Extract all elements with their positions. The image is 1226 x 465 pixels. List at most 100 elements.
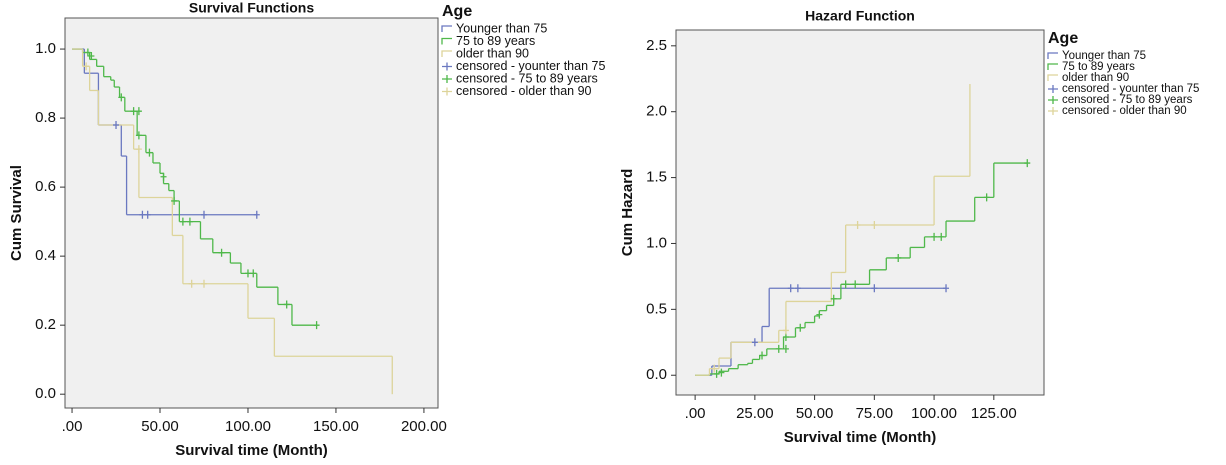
censor-mark [938, 232, 945, 241]
chart: Survival Functions Survival time (Month) C… [8, 0, 605, 459]
x-tick-label: .00 [685, 405, 706, 422]
y-tick-label: 2.0 [646, 103, 667, 120]
legend-symbol [442, 75, 452, 83]
censor-mark [983, 193, 990, 202]
legend-label: 75 to 89 years [456, 34, 535, 48]
legend-title: Age [1048, 30, 1078, 47]
legend-symbol [1048, 107, 1058, 115]
y-tick-label: 1.0 [646, 234, 667, 251]
x-axis-title: Survival time (Month) [175, 442, 328, 459]
series [711, 221, 878, 373]
censor-mark [787, 284, 794, 293]
censor-mark [1024, 159, 1031, 168]
censor-mark [718, 368, 725, 377]
censor-mark [782, 344, 789, 353]
series [751, 284, 950, 347]
censor-mark [751, 338, 758, 347]
y-tick-label: 0.0 [35, 385, 56, 402]
censor-mark [313, 321, 320, 330]
x-tick-label: 125.00 [971, 405, 1017, 422]
censor-mark [179, 217, 186, 226]
censor-mark [146, 148, 153, 157]
censor-mark [135, 107, 142, 116]
censor-mark [186, 217, 193, 226]
censor-mark [871, 221, 878, 230]
x-tick-label: 75.00 [856, 405, 894, 422]
y-tick-label: 0.8 [35, 109, 56, 126]
legend-label: censored - younter than 75 [456, 59, 605, 73]
x-tick-label: 200.00 [401, 418, 447, 435]
censor-mark [135, 131, 142, 140]
legend-symbol [441, 50, 452, 57]
x-tick-label: .00 [62, 418, 83, 435]
censor-mark [130, 107, 137, 116]
censor-mark [775, 344, 782, 353]
legend-label: censored - older than 90 [1062, 105, 1187, 117]
censor-mark [144, 210, 151, 219]
censor-mark [244, 269, 251, 278]
legend-symbol [1047, 52, 1058, 59]
y-axis-title: Cum Hazard [619, 169, 636, 257]
series [84, 48, 320, 330]
series [83, 62, 207, 288]
legend-label: censored - older than 90 [456, 84, 592, 98]
censor-mark [188, 279, 195, 288]
censor-mark [931, 232, 938, 241]
censor-mark [118, 93, 125, 102]
plot-area [675, 29, 1045, 396]
legend-symbol [1047, 63, 1058, 70]
series [113, 120, 260, 219]
legend-label: 75 to 89 years [1062, 61, 1135, 73]
censor-mark [218, 248, 225, 257]
censor-mark [160, 172, 167, 181]
legend-symbol [1047, 74, 1058, 81]
censor-mark [250, 269, 257, 278]
legend-symbol [442, 87, 452, 96]
y-axis-title: Cum Survival [8, 165, 25, 261]
censor-mark [830, 294, 837, 303]
censor-mark [88, 51, 95, 60]
legend-symbol [441, 25, 452, 32]
chart-title: Survival Functions [189, 0, 314, 16]
y-tick-label: 0.6 [35, 178, 56, 195]
plot-area [64, 17, 439, 409]
x-axis-title: Survival time (Month) [784, 429, 937, 446]
y-tick-label: 0.0 [646, 366, 667, 383]
legend-label: Younger than 75 [456, 21, 547, 35]
censor-mark [852, 280, 859, 289]
y-tick-label: 0.4 [35, 247, 56, 264]
censor-mark [854, 221, 861, 230]
censor-mark [782, 326, 789, 335]
legend-label: Younger than 75 [1062, 50, 1146, 62]
censor-mark [842, 280, 849, 289]
censor-mark [253, 210, 260, 219]
legend-label: censored - younter than 75 [1062, 83, 1199, 95]
censor-mark [113, 120, 120, 129]
censor-mark [200, 210, 207, 219]
censor-mark [794, 284, 801, 293]
censor-mark [283, 300, 290, 309]
y-tick-label: 0.5 [646, 300, 667, 317]
series [713, 159, 1031, 378]
legend-symbol [1048, 85, 1058, 93]
y-tick-label: 1.0 [35, 40, 56, 57]
chart: Hazard Function Survival time (Month) Cum … [619, 8, 1199, 446]
x-tick-label: 50.00 [796, 405, 834, 422]
legend-label: older than 90 [456, 46, 529, 60]
censor-mark [84, 48, 91, 57]
censor-mark [759, 351, 766, 360]
censor-mark [797, 323, 804, 332]
x-tick-label: 50.00 [141, 418, 179, 435]
legend-label: censored - 75 to 89 years [1062, 94, 1193, 106]
y-tick-label: 1.5 [646, 169, 667, 186]
legend-title: Age [442, 3, 472, 20]
x-tick-label: 150.00 [313, 418, 359, 435]
legend-symbol [441, 37, 452, 45]
legend-symbol [1048, 96, 1058, 104]
x-tick-label: 100.00 [225, 418, 271, 435]
legend-label: older than 90 [1062, 72, 1129, 84]
censor-mark [200, 279, 207, 288]
censor-mark [171, 196, 178, 205]
censor-mark [83, 62, 90, 71]
x-tick-label: 25.00 [736, 405, 774, 422]
